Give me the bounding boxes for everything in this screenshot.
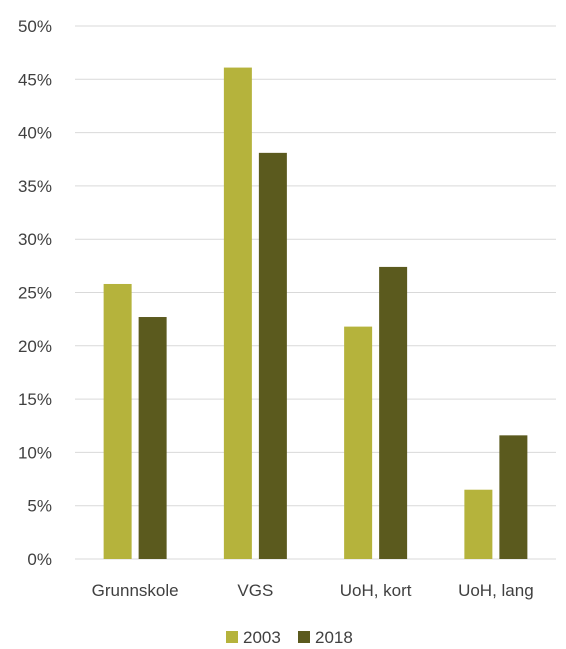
x-category-label: UoH, lang xyxy=(458,581,534,600)
y-tick-label: 15% xyxy=(18,390,52,409)
x-category-label: VGS xyxy=(237,581,273,600)
bar-2003-vgs xyxy=(223,67,252,559)
bar-2018-grunnskole xyxy=(138,317,167,559)
y-tick-label: 20% xyxy=(18,337,52,356)
legend-swatch-2003 xyxy=(226,631,238,643)
y-tick-label: 25% xyxy=(18,284,52,303)
bar-2018-vgs xyxy=(258,152,287,559)
bar-2003-uoh-lang xyxy=(464,489,493,559)
y-tick-label: 10% xyxy=(18,443,52,462)
y-tick-label: 30% xyxy=(18,230,52,249)
legend-label-2018: 2018 xyxy=(315,628,353,647)
legend-label-2003: 2003 xyxy=(243,628,281,647)
y-tick-label: 50% xyxy=(18,17,52,36)
y-tick-label: 0% xyxy=(27,550,52,569)
legend-swatch-2018 xyxy=(298,631,310,643)
legend: 2003 2018 xyxy=(226,628,353,647)
y-tick-label: 35% xyxy=(18,177,52,196)
bar-2003-uoh-kort xyxy=(344,326,373,559)
bar-2018-uoh-kort xyxy=(379,266,408,559)
x-axis-category-labels: Grunnskole VGS UoH, kort UoH, lang xyxy=(92,581,534,600)
x-category-label: UoH, kort xyxy=(340,581,412,600)
y-tick-label: 45% xyxy=(18,70,52,89)
y-tick-label: 40% xyxy=(18,124,52,143)
bars xyxy=(103,67,528,559)
x-category-label: Grunnskole xyxy=(92,581,179,600)
y-tick-label: 5% xyxy=(27,497,52,516)
bar-2018-uoh-lang xyxy=(499,435,528,559)
bar-2003-grunnskole xyxy=(103,283,132,559)
y-axis-tick-labels: 0% 5% 10% 15% 20% 25% 30% 35% 40% 45% 50% xyxy=(18,17,52,569)
